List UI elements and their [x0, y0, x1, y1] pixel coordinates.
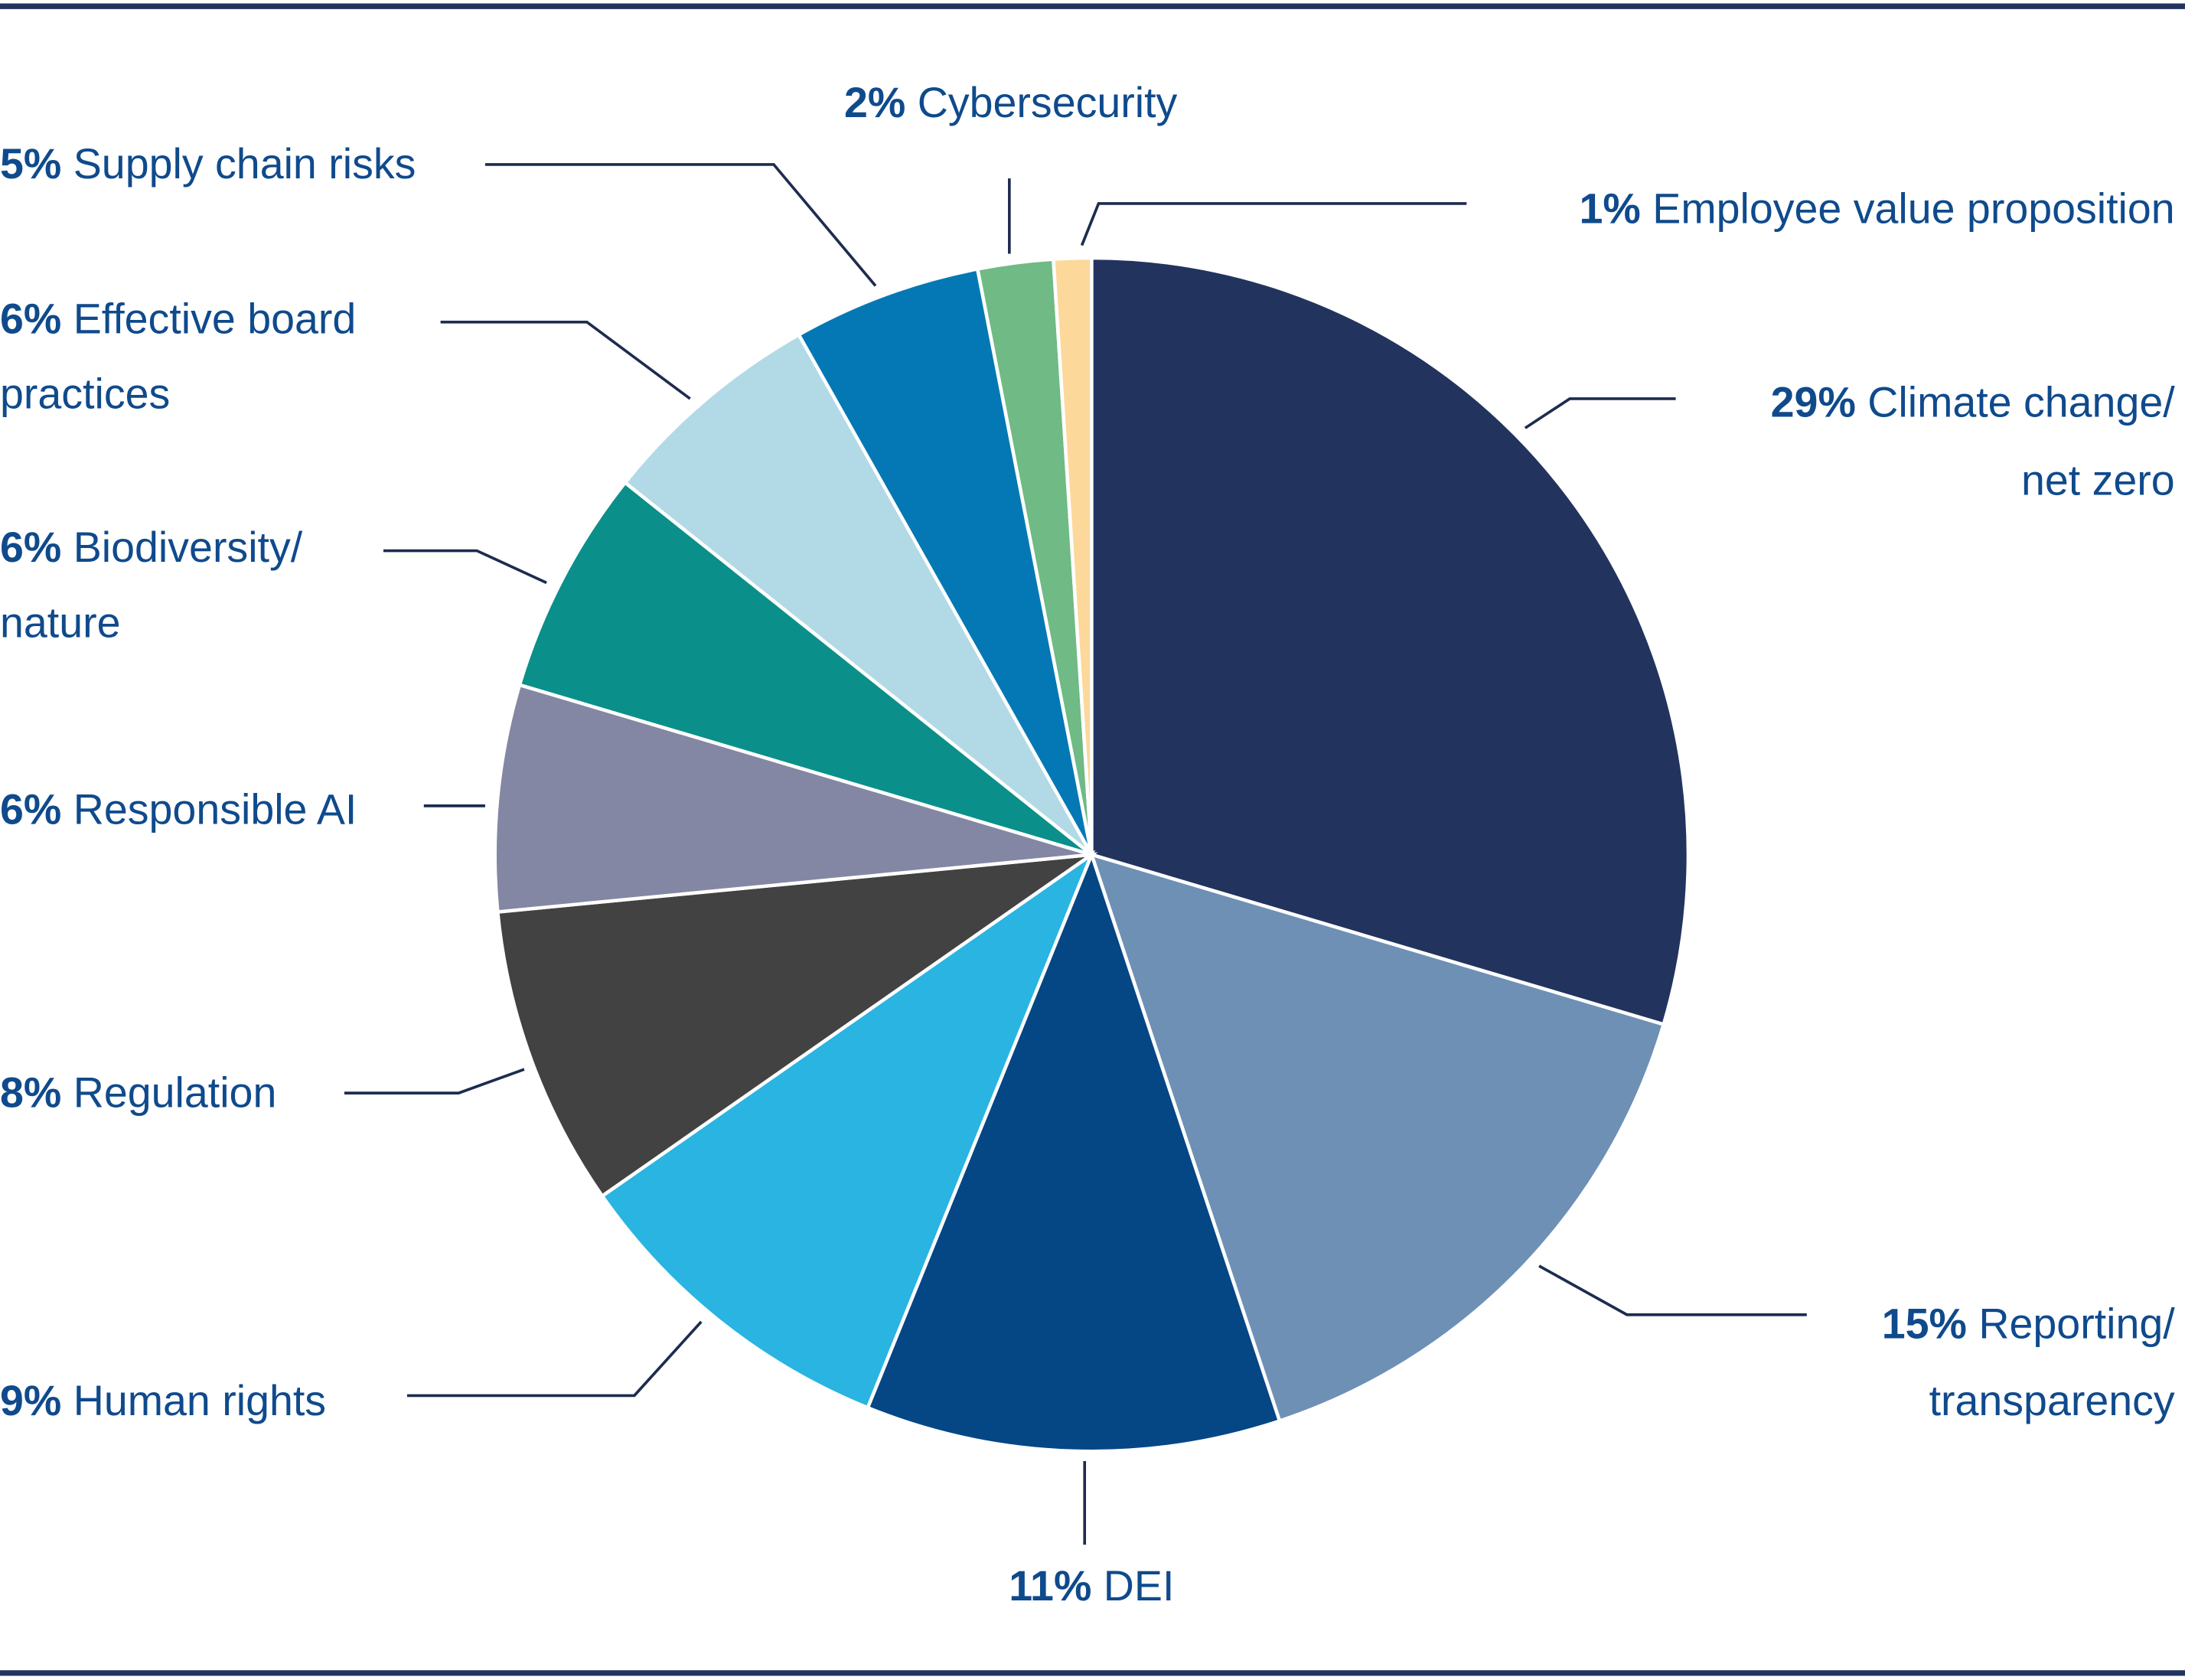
leader-line — [344, 1068, 525, 1094]
slice-label: net zero — [2021, 457, 2175, 504]
slice-percent: 6% — [0, 524, 61, 571]
slice-category: Regulation — [73, 1068, 277, 1116]
slice-category: Effective board — [73, 295, 357, 342]
pie-slice — [1090, 256, 1691, 1027]
pie-slice — [622, 332, 1094, 856]
slice-label: 8% Regulation — [0, 1068, 276, 1116]
slice-category: transparency — [1929, 1377, 2175, 1424]
leader-line — [1538, 1264, 1807, 1316]
slice-label: 6% Effective board — [0, 295, 356, 342]
slice-labels: 29% Climate change/net zero 15% Reporting… — [0, 79, 2175, 1610]
pie-slice — [493, 682, 1092, 914]
slice-category: Employee value proposition — [1652, 184, 2174, 232]
slice-label: transparency — [1929, 1377, 2175, 1424]
slice-percent: 8% — [0, 1068, 61, 1116]
slice-label: practices — [0, 370, 170, 418]
slice-category: Reporting/ — [1978, 1300, 2175, 1348]
pie-slice — [1051, 256, 1094, 855]
slice-percent: 9% — [0, 1377, 61, 1424]
slice-category: practices — [0, 370, 170, 418]
pie-slice — [1088, 852, 1666, 1424]
slice-percent: 29% — [1771, 379, 1856, 426]
pie-slice — [599, 850, 1096, 1411]
slice-category: Responsible AI — [73, 786, 357, 833]
leader-line — [484, 163, 877, 287]
leader-line — [1080, 202, 1467, 246]
pie-slice — [796, 266, 1094, 856]
slice-category: nature — [0, 599, 121, 646]
pie-slice — [865, 850, 1282, 1453]
leader-line — [383, 549, 547, 585]
slice-percent: 11% — [1009, 1562, 1091, 1610]
leader-line — [406, 1320, 703, 1398]
slice-label: 6% Biodiversity/ — [0, 524, 303, 571]
pie-slice — [495, 852, 1098, 1199]
slice-percent: 1% — [1580, 184, 1641, 232]
slice-percent: 2% — [844, 79, 905, 126]
slice-label: 6% Responsible AI — [0, 786, 357, 833]
slice-label: 11% DEI — [1009, 1562, 1174, 1610]
slice-label: 9% Human rights — [0, 1377, 326, 1424]
leader-lines — [344, 163, 1807, 1545]
slice-category: Biodiversity/ — [73, 524, 303, 571]
slice-percent: 5% — [0, 140, 61, 188]
slice-label: 2% Cybersecurity — [844, 79, 1178, 126]
leader-line — [440, 320, 691, 400]
slice-category: net zero — [2021, 457, 2175, 504]
slice-category: Cybersecurity — [918, 79, 1178, 126]
slice-percent: 6% — [0, 295, 61, 342]
slice-category: DEI — [1104, 1562, 1175, 1610]
slice-label: 1% Employee value proposition — [1580, 184, 2175, 232]
leader-line — [1524, 397, 1676, 429]
slice-label: 15% Reporting/ — [1882, 1300, 2175, 1348]
slice-category: Climate change/ — [1867, 379, 2175, 426]
slice-category: Supply chain risks — [73, 140, 416, 188]
slice-label: 29% Climate change/ — [1771, 379, 2176, 426]
slice-label: nature — [0, 599, 121, 646]
pie-slice — [517, 480, 1093, 856]
slice-category: Human rights — [73, 1377, 326, 1424]
slice-label: 5% Supply chain risks — [0, 140, 416, 188]
pie-slices — [493, 256, 1691, 1453]
slice-percent: 6% — [0, 786, 61, 833]
slice-percent: 15% — [1882, 1300, 1967, 1348]
